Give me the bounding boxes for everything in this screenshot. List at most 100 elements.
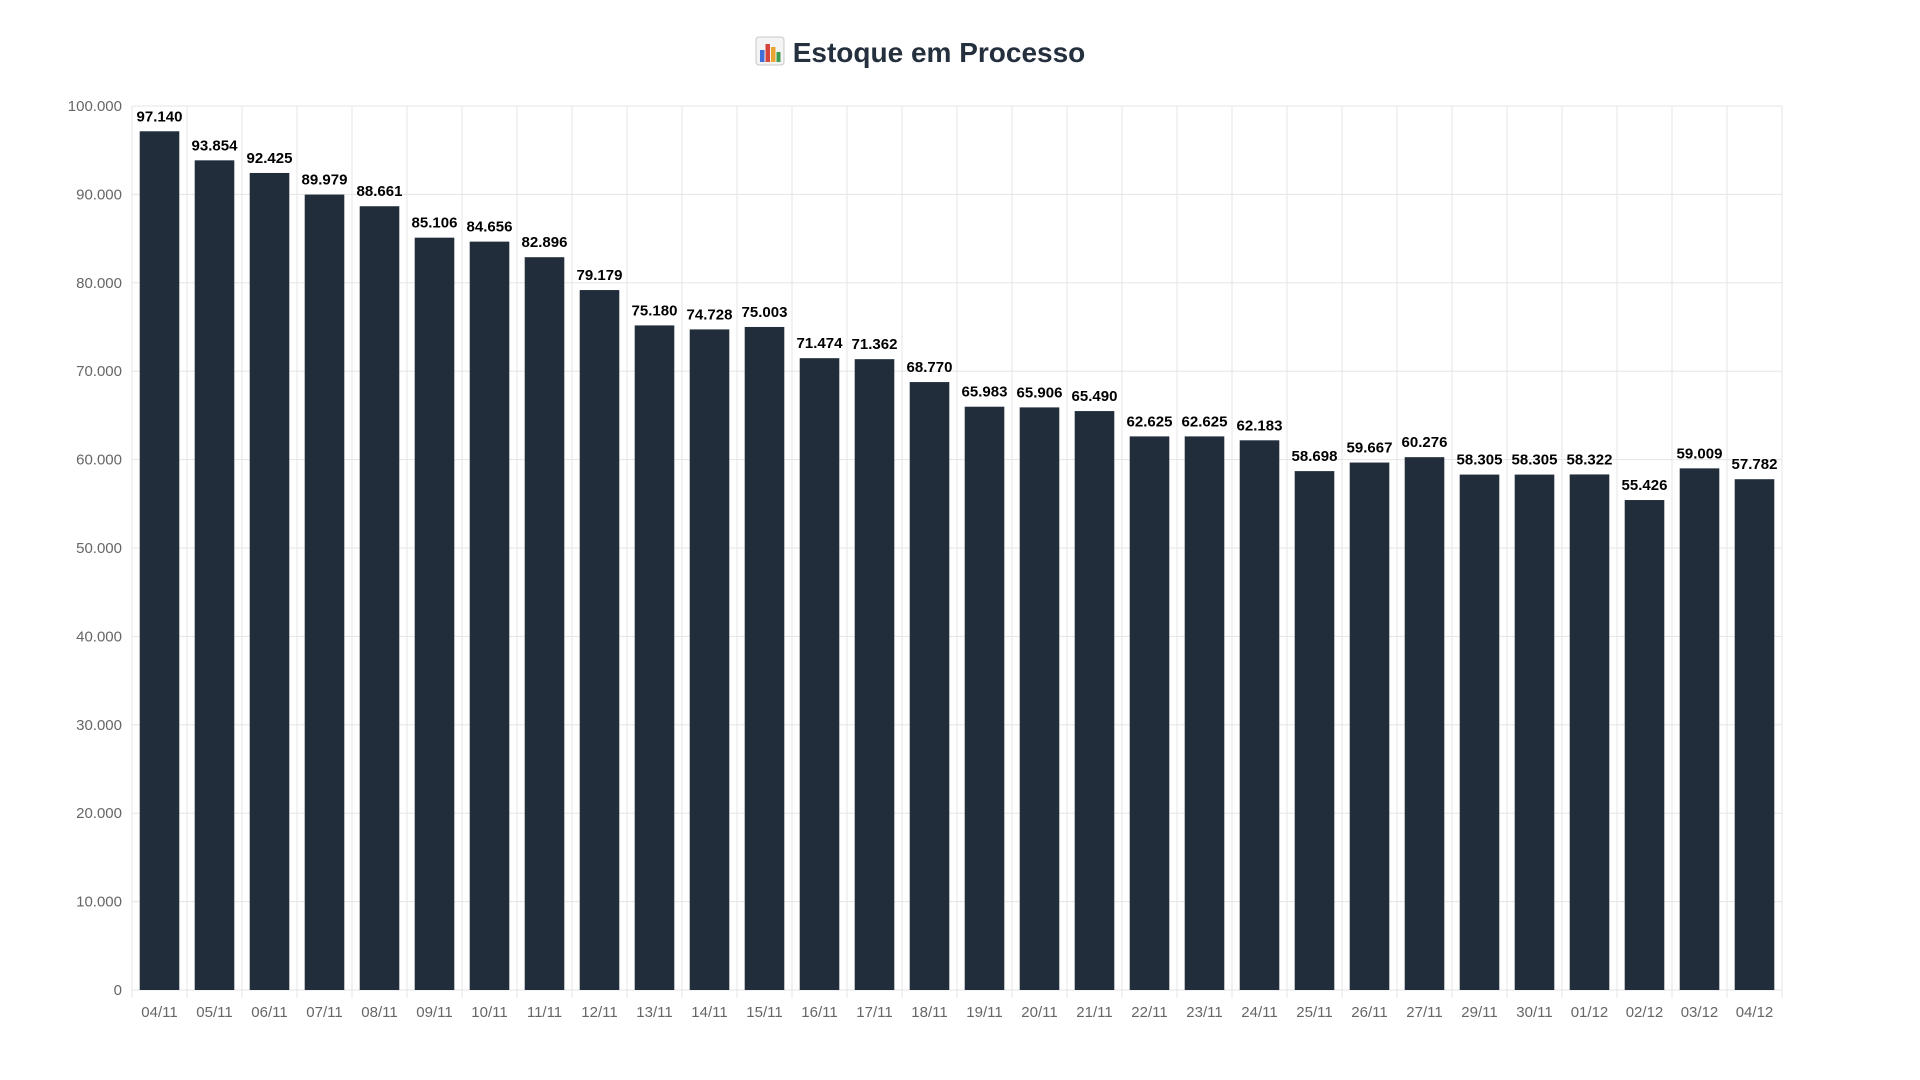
bar — [1514, 474, 1555, 990]
y-tick-label: 0 — [114, 982, 122, 999]
x-tick-label: 04/11 — [141, 1004, 177, 1021]
data-label: 82.896 — [522, 234, 568, 251]
data-label: 59.667 — [1347, 440, 1393, 457]
bar — [414, 237, 455, 990]
y-tick-label: 70.000 — [76, 363, 122, 380]
x-tick-label: 07/11 — [306, 1004, 342, 1021]
x-tick-label: 30/11 — [1516, 1004, 1552, 1021]
bar — [799, 358, 840, 991]
y-tick-label: 60.000 — [76, 452, 122, 469]
bar — [634, 325, 675, 990]
y-tick-label: 40.000 — [76, 628, 122, 645]
x-tick-label: 24/11 — [1241, 1004, 1277, 1021]
bar — [1294, 471, 1335, 990]
bar — [1734, 479, 1775, 990]
x-tick-label: 06/11 — [251, 1004, 287, 1021]
data-label: 93.854 — [192, 137, 239, 154]
bar — [524, 257, 565, 991]
bars — [139, 131, 1775, 991]
x-tick-label: 10/11 — [471, 1004, 507, 1021]
data-label: 88.661 — [357, 183, 403, 200]
y-tick-label: 10.000 — [76, 894, 122, 911]
data-label: 57.782 — [1732, 456, 1778, 473]
x-tick-label: 14/11 — [691, 1004, 727, 1021]
bar — [854, 359, 895, 990]
data-label: 58.305 — [1457, 452, 1503, 469]
y-tick-label: 50.000 — [76, 540, 122, 557]
y-tick-label: 80.000 — [76, 275, 122, 292]
x-tick-label: 19/11 — [966, 1004, 1002, 1021]
data-label: 60.276 — [1402, 434, 1448, 451]
bar — [194, 160, 235, 991]
data-label: 75.003 — [742, 304, 788, 321]
data-label: 62.625 — [1182, 413, 1228, 430]
data-label: 84.656 — [467, 219, 513, 236]
bar — [579, 290, 620, 991]
x-tick-label: 27/11 — [1406, 1004, 1442, 1021]
bar — [689, 329, 730, 990]
chart-title-text: Estoque em Processo — [792, 37, 1086, 68]
data-label: 68.770 — [907, 359, 953, 376]
data-label: 65.906 — [1017, 384, 1063, 401]
bar — [964, 406, 1005, 990]
data-label: 85.106 — [412, 215, 458, 232]
bar — [469, 241, 510, 990]
data-label: 58.322 — [1567, 451, 1613, 468]
bar — [1129, 436, 1170, 990]
data-label: 62.625 — [1127, 413, 1173, 430]
x-tick-label: 02/12 — [1626, 1004, 1664, 1021]
x-tick-label: 03/12 — [1681, 1004, 1719, 1021]
x-tick-label: 15/11 — [746, 1004, 782, 1021]
bar — [909, 382, 950, 990]
x-tick-label: 11/11 — [527, 1004, 562, 1021]
data-label: 71.474 — [797, 335, 844, 352]
bar — [249, 172, 290, 990]
bar — [359, 206, 400, 990]
x-tick-label: 20/11 — [1021, 1004, 1057, 1021]
x-tick-label: 04/12 — [1736, 1004, 1774, 1021]
x-tick-label: 26/11 — [1351, 1004, 1387, 1021]
bar — [1239, 440, 1280, 991]
x-tick-label: 17/11 — [856, 1004, 892, 1021]
data-label: 92.425 — [247, 150, 293, 167]
chart-title: Estoque em Processo — [0, 36, 1840, 73]
bar — [1184, 436, 1225, 990]
bar — [304, 194, 345, 991]
x-tick-label: 08/11 — [361, 1004, 397, 1021]
grid-layer — [131, 105, 1783, 998]
x-tick-label: 18/11 — [911, 1004, 947, 1021]
data-label: 79.179 — [577, 267, 623, 284]
data-labels: 97.140 93.854 92.425 89.979 88.661 85.106 84.6… — [137, 108, 1778, 494]
y-axis: 0 10.000 20.000 30.000 40.000 50.000 60.000 70.… — [68, 98, 122, 999]
data-label: 65.490 — [1072, 388, 1118, 405]
x-tick-label: 21/11 — [1076, 1004, 1112, 1021]
x-tick-label: 05/11 — [196, 1004, 232, 1021]
x-tick-label: 01/12 — [1571, 1004, 1609, 1021]
bar — [1019, 407, 1060, 990]
bar — [1624, 500, 1665, 990]
x-tick-label: 25/11 — [1296, 1004, 1332, 1021]
x-axis: 04/11 05/11 06/11 07/11 08/11 09/11 10/11 11/11… — [141, 1004, 1773, 1021]
bar — [744, 326, 785, 990]
data-label: 71.362 — [852, 336, 898, 353]
x-tick-label: 22/11 — [1131, 1004, 1167, 1021]
x-tick-label: 09/11 — [416, 1004, 452, 1021]
x-tick-label: 16/11 — [801, 1004, 837, 1021]
x-tick-label: 12/11 — [581, 1004, 617, 1021]
bar — [1459, 474, 1500, 990]
data-label: 58.698 — [1292, 448, 1338, 465]
y-tick-label: 20.000 — [76, 805, 122, 822]
x-tick-label: 29/11 — [1461, 1004, 1497, 1021]
x-tick-label: 13/11 — [636, 1004, 672, 1021]
bar — [1074, 411, 1115, 991]
bar — [1569, 474, 1610, 990]
bar — [139, 131, 180, 990]
y-tick-label: 100.000 — [68, 98, 122, 115]
data-label: 55.426 — [1622, 477, 1668, 494]
bar — [1404, 457, 1445, 990]
bar — [1679, 468, 1720, 990]
y-tick-label: 30.000 — [76, 717, 122, 734]
data-label: 97.140 — [137, 108, 183, 125]
